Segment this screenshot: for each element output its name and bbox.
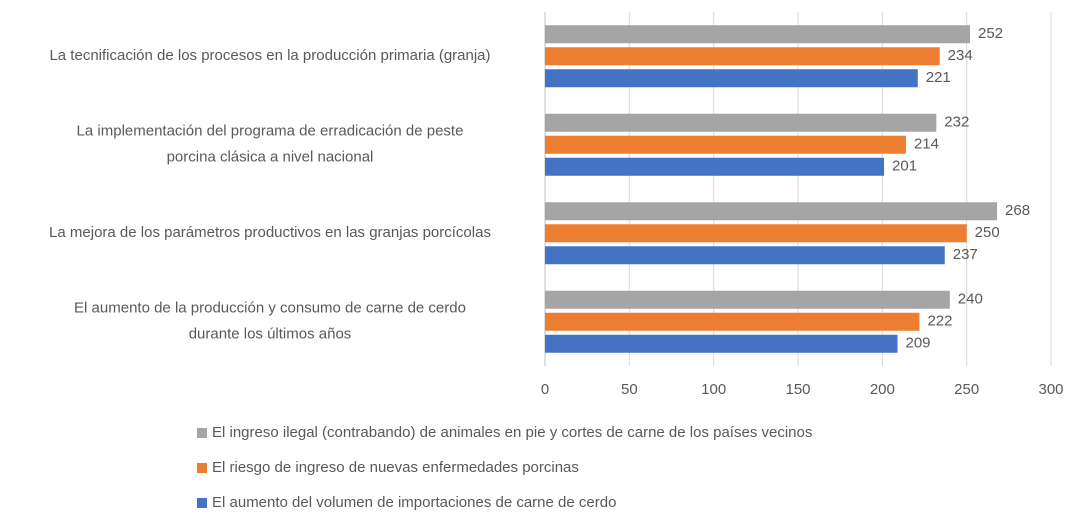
data-label: 268 bbox=[1005, 202, 1030, 219]
y-tick-label: porcina clásica a nivel nacional bbox=[167, 149, 374, 166]
legend-swatch bbox=[197, 498, 207, 508]
bar bbox=[545, 246, 945, 265]
bar bbox=[545, 157, 885, 176]
data-label: 237 bbox=[953, 246, 978, 263]
data-label: 252 bbox=[978, 25, 1003, 42]
data-label: 221 bbox=[926, 69, 951, 86]
bar bbox=[545, 135, 906, 154]
x-tick-label: 50 bbox=[621, 381, 638, 398]
x-tick-label: 100 bbox=[701, 381, 726, 398]
y-tick-label: durante los últimos años bbox=[189, 326, 352, 343]
bar bbox=[545, 47, 940, 66]
legend-label: El riesgo de ingreso de nuevas enfermeda… bbox=[212, 459, 579, 476]
bar bbox=[545, 312, 920, 331]
data-label: 232 bbox=[944, 114, 969, 131]
data-label: 234 bbox=[948, 47, 973, 64]
legend-label: El ingreso ilegal (contrabando) de anima… bbox=[212, 424, 812, 441]
x-tick-label: 0 bbox=[541, 381, 549, 398]
bar bbox=[545, 69, 918, 88]
x-tick-label: 150 bbox=[785, 381, 810, 398]
data-label: 250 bbox=[975, 224, 1000, 241]
bar bbox=[545, 334, 898, 353]
legend-label: El aumento del volumen de importaciones … bbox=[212, 494, 616, 511]
bar bbox=[545, 113, 937, 132]
x-tick-label: 200 bbox=[870, 381, 895, 398]
bar bbox=[545, 224, 967, 243]
bar bbox=[545, 25, 971, 44]
x-tick-label: 300 bbox=[1038, 381, 1063, 398]
bar bbox=[545, 202, 998, 221]
y-tick-label: La mejora de los parámetros productivos … bbox=[49, 224, 491, 241]
y-tick-label: El aumento de la producción y consumo de… bbox=[74, 300, 466, 317]
data-label: 201 bbox=[892, 158, 917, 175]
data-label: 214 bbox=[914, 136, 939, 153]
x-tick-label: 250 bbox=[954, 381, 979, 398]
data-label: 209 bbox=[906, 335, 931, 352]
data-label: 222 bbox=[927, 313, 952, 330]
bar bbox=[545, 290, 950, 309]
data-label: 240 bbox=[958, 291, 983, 308]
legend-swatch bbox=[197, 428, 207, 438]
y-tick-label: La tecnificación de los procesos en la p… bbox=[49, 47, 490, 64]
legend-swatch bbox=[197, 463, 207, 473]
y-tick-label: La implementación del programa de erradi… bbox=[77, 123, 464, 140]
